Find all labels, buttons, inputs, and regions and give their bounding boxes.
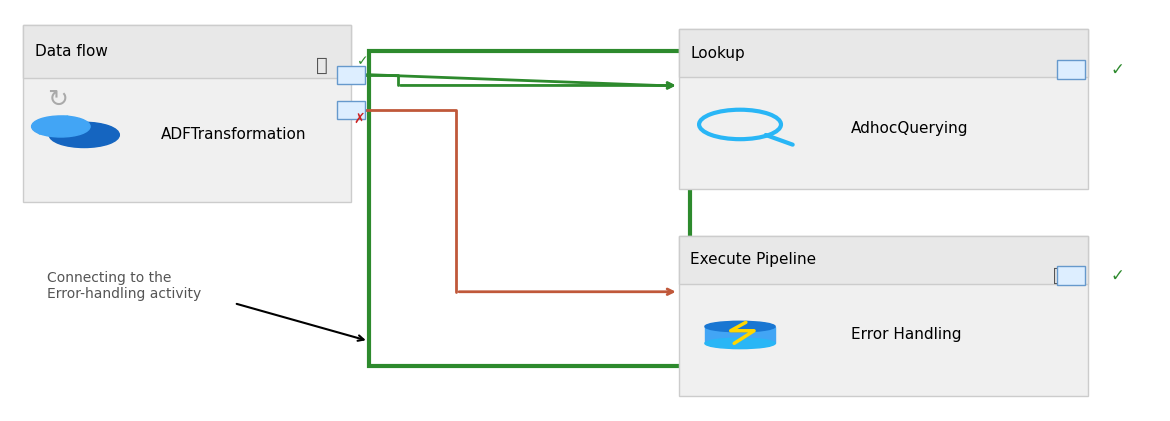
Text: ⧉: ⧉ <box>1053 266 1065 285</box>
FancyBboxPatch shape <box>337 66 365 84</box>
FancyBboxPatch shape <box>679 236 1088 396</box>
Text: Lookup: Lookup <box>690 46 745 61</box>
Ellipse shape <box>704 338 775 349</box>
Circle shape <box>49 122 119 147</box>
Text: ✗: ✗ <box>353 112 365 126</box>
FancyBboxPatch shape <box>369 51 690 366</box>
Text: AdhocQuerying: AdhocQuerying <box>851 121 968 136</box>
Text: Connecting to the
Error-handling activity: Connecting to the Error-handling activit… <box>47 271 201 301</box>
Text: ✓: ✓ <box>1110 267 1124 285</box>
FancyBboxPatch shape <box>23 25 351 202</box>
Text: ADFTransformation: ADFTransformation <box>161 128 307 142</box>
Circle shape <box>32 116 90 137</box>
Text: Data flow: Data flow <box>35 44 108 59</box>
Text: ⧉: ⧉ <box>316 56 328 75</box>
Text: Execute Pipeline: Execute Pipeline <box>690 252 817 267</box>
FancyBboxPatch shape <box>679 29 1088 189</box>
FancyBboxPatch shape <box>679 29 1088 77</box>
FancyBboxPatch shape <box>23 25 351 78</box>
Text: ✓: ✓ <box>357 54 369 69</box>
Text: ✓: ✓ <box>1110 61 1124 78</box>
Ellipse shape <box>704 321 775 332</box>
FancyBboxPatch shape <box>1057 266 1085 285</box>
FancyBboxPatch shape <box>337 101 365 120</box>
Bar <box>704 327 775 344</box>
Text: ↻: ↻ <box>47 88 68 112</box>
Text: Error Handling: Error Handling <box>851 328 961 342</box>
FancyBboxPatch shape <box>1057 60 1085 79</box>
FancyBboxPatch shape <box>679 236 1088 284</box>
